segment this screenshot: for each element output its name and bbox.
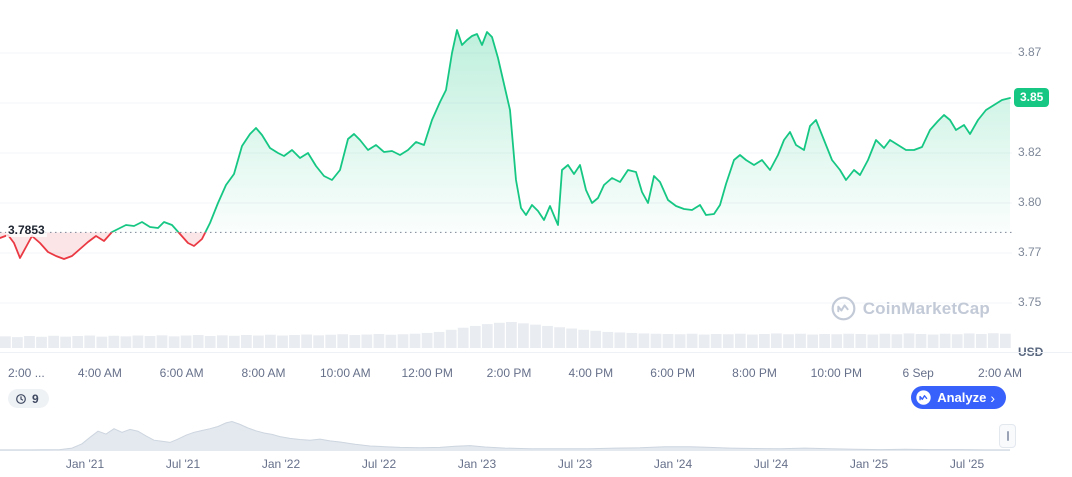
x-axis-label: 10:00 PM <box>810 366 863 380</box>
analyze-cmc-logo-icon <box>916 390 931 405</box>
x-axis-label: 2:00 AM <box>977 366 1023 380</box>
chevron-right-icon: › <box>990 389 995 406</box>
x-axis-label: 8:00 AM <box>241 366 286 380</box>
x-axis-label: 10:00 AM <box>319 366 371 380</box>
x-axis-label: 6:00 AM <box>159 366 204 380</box>
date-axis-label: Jan '24 <box>653 457 693 471</box>
x-axis-label: 6:00 PM <box>650 366 696 380</box>
x-axis-label: 8:00 PM <box>732 366 777 380</box>
date-axis-label: Jul '24 <box>753 457 789 471</box>
analyze-button-label: Analyze <box>937 390 987 405</box>
refresh-countdown-badge[interactable]: 9 <box>8 389 49 408</box>
date-axis: Jan '21 Jul '21 Jan '22 Jul '22 Jan '23 Jul '… <box>0 457 1072 473</box>
navigator-handle[interactable] <box>999 424 1016 448</box>
x-axis-label: 4:00 AM <box>77 366 122 380</box>
date-axis-label: Jan '21 <box>65 457 105 471</box>
date-axis-label: Jul '21 <box>165 457 201 471</box>
x-axis-label: 6 Sep <box>902 366 934 380</box>
date-axis-label: Jul '22 <box>361 457 397 471</box>
price-chart[interactable]: 3.87 3.85 3.82 3.80 3.77 3.75 3.7853 3.85 USD… <box>0 0 1072 360</box>
clock-icon <box>15 393 27 405</box>
date-axis-label: Jan '23 <box>457 457 497 471</box>
x-axis-label: 2:00 PM <box>486 366 532 380</box>
x-axis: 2:00 ... 4:00 AM 6:00 AM 8:00 AM 10:00 AM 12:… <box>0 366 1072 384</box>
price-chart-svg[interactable] <box>0 0 1072 360</box>
chart-bottom-divider <box>0 352 1072 353</box>
date-axis-label: Jan '22 <box>261 457 301 471</box>
analyze-button[interactable]: Analyze › <box>911 386 1006 409</box>
x-axis-label: 12:00 PM <box>401 366 453 380</box>
date-axis-label: Jan '25 <box>849 457 889 471</box>
date-range-navigator[interactable] <box>0 412 1072 452</box>
refresh-countdown-value: 9 <box>32 391 39 406</box>
x-axis-label: 4:00 PM <box>568 366 614 380</box>
date-axis-label: Jul '25 <box>949 457 985 471</box>
x-axis-label: 2:00 ... <box>8 366 45 380</box>
handle-bar-icon <box>1006 431 1009 441</box>
date-axis-label: Jul '23 <box>557 457 593 471</box>
